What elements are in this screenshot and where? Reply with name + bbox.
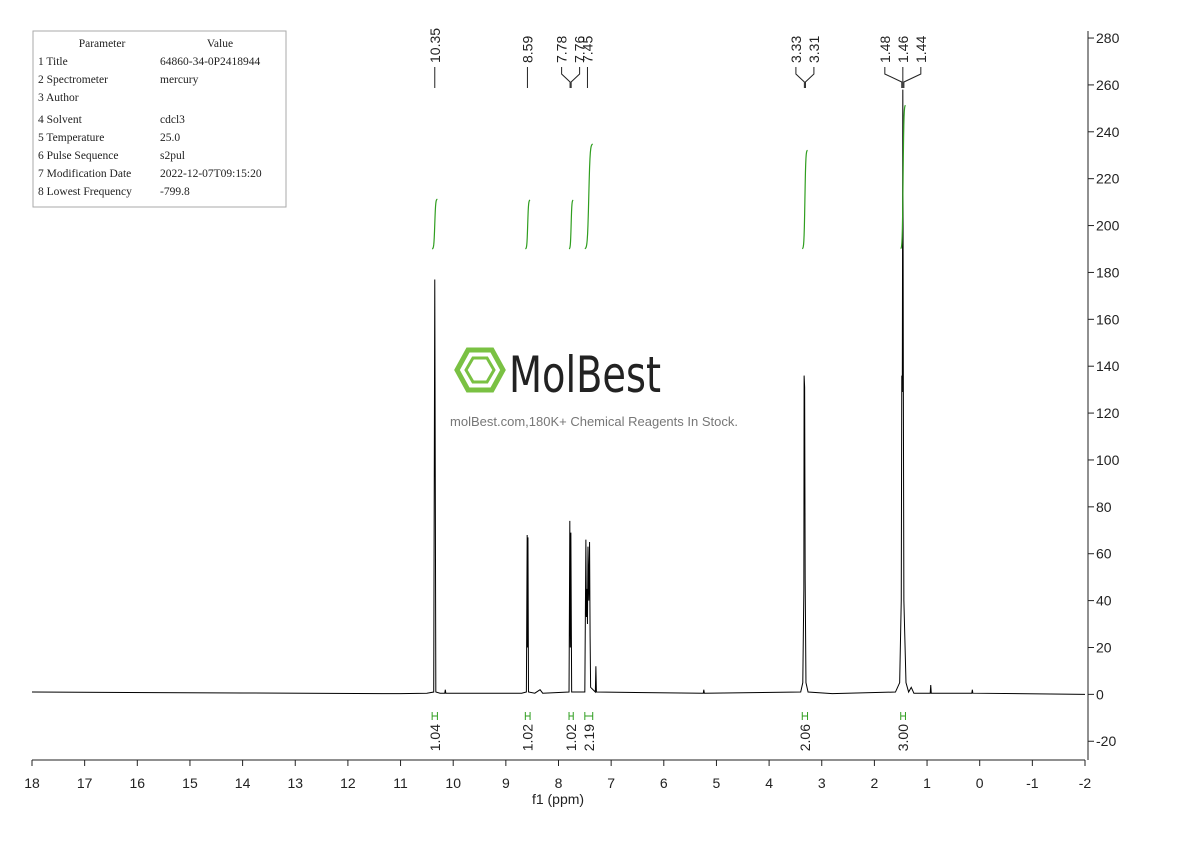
table-header: Value [207, 38, 233, 50]
y-tick-label: 280 [1096, 30, 1120, 46]
x-tick-label: 0 [976, 775, 984, 791]
table-cell: 4 Solvent [38, 114, 83, 126]
x-tick-label: 9 [502, 775, 510, 791]
integral-curve [568, 199, 574, 250]
x-tick-label: 11 [393, 775, 408, 791]
peak-connector [903, 67, 922, 88]
x-tick-label: 3 [818, 775, 826, 791]
integral-curve [801, 149, 808, 250]
parameter-box [32, 30, 287, 208]
x-tick-label: 7 [607, 775, 615, 791]
tagline: molBest.com,180K+ Chemical Reagents In S… [450, 414, 738, 429]
peak-connector [570, 67, 581, 88]
x-tick-label: 16 [130, 775, 146, 791]
table-cell: 25.0 [160, 132, 180, 144]
x-tick-label: 8 [555, 775, 563, 791]
integral-label: 2.19 [581, 724, 597, 751]
peak-connector [795, 67, 805, 88]
table-cell: mercury [160, 74, 199, 86]
table-rows: 1 Title 64860-34-0P2418944 2 Spectrometer m… [38, 56, 262, 198]
y-tick-label: 100 [1096, 452, 1120, 468]
x-tick-label: 12 [340, 775, 356, 791]
integral-label: 3.00 [895, 724, 911, 751]
watermark: MolBest molBest.com,180K+ Chemical Reage… [450, 346, 738, 429]
y-tick-label: -20 [1096, 733, 1116, 749]
y-tick-label: 120 [1096, 405, 1120, 421]
peak-label: 10.35 [427, 28, 443, 63]
peak-label: 1.48 [877, 36, 893, 63]
x-tick-label: 10 [445, 775, 461, 791]
logo-hexagon [454, 347, 506, 393]
y-tick-label: 80 [1096, 499, 1112, 515]
table-cell: 8 Lowest Frequency [38, 186, 132, 198]
x-tick-label: 6 [660, 775, 668, 791]
integral-bracket [524, 712, 531, 720]
y-tick-label: 40 [1096, 593, 1112, 609]
peak-label: 3.31 [806, 36, 822, 63]
x-tick-label: 2 [871, 775, 879, 791]
table-cell: 2022-12-07T09:15:20 [160, 168, 262, 180]
logo-text: MolBest [509, 346, 661, 404]
table-cell: cdcl3 [160, 114, 185, 126]
logo-ring [464, 356, 496, 384]
integral-label: 1.02 [563, 724, 579, 751]
x-tick-label: 13 [287, 775, 303, 791]
x-tick-label: -1 [1026, 775, 1039, 791]
x-tick-label: 14 [235, 775, 251, 791]
peak-label: 8.59 [519, 36, 535, 63]
integral-bracket [431, 712, 438, 720]
integral-bracket [568, 712, 574, 720]
table-header: Parameter [79, 38, 126, 50]
integral-curve [584, 143, 594, 250]
peak-label: 7.76 [572, 36, 588, 63]
x-tick-label: 15 [182, 775, 198, 791]
table-cell: s2pul [160, 150, 185, 162]
y-tick-label: 200 [1096, 218, 1120, 234]
peak-connector [804, 67, 815, 88]
peak-connector [561, 67, 571, 88]
y-tick-label: 20 [1096, 639, 1112, 655]
x-tick-label: 1 [923, 775, 931, 791]
x-axis-label: f1 (ppm) [532, 791, 584, 807]
peak-label: 1.46 [895, 36, 911, 63]
y-tick-label: 0 [1096, 686, 1104, 702]
x-tick-label: 18 [24, 775, 40, 791]
table-cell: 64860-34-0P2418944 [160, 56, 261, 68]
x-tick-label: 5 [713, 775, 721, 791]
table-cell: 5 Temperature [38, 132, 104, 144]
y-tick-label: 260 [1096, 77, 1120, 93]
integral-curve [900, 104, 906, 250]
peak-label: 1.44 [913, 36, 929, 63]
table-cell: -799.8 [160, 186, 190, 198]
table-cell: 1 Title [38, 56, 68, 68]
x-tick-label: 17 [77, 775, 93, 791]
integral-curve [525, 199, 531, 250]
x-tick-label: -2 [1079, 775, 1092, 791]
integral-label: 1.04 [427, 724, 443, 751]
peak-label: 7.78 [554, 36, 570, 63]
table-cell: 7 Modification Date [38, 168, 131, 180]
peak-label: 3.33 [788, 36, 804, 63]
integral-label: 2.06 [797, 724, 813, 751]
x-tick-label: 4 [765, 775, 773, 791]
peak-label: 7.45 [579, 36, 595, 63]
integral-bracket [801, 712, 809, 720]
y-tick-label: 140 [1096, 358, 1120, 374]
table-cell: 6 Pulse Sequence [38, 150, 118, 162]
y-tick-label: 240 [1096, 124, 1120, 140]
y-tick-label: 60 [1096, 546, 1112, 562]
y-tick-label: 160 [1096, 311, 1120, 327]
table-cell: 2 Spectrometer [38, 74, 108, 86]
y-tick-label: 180 [1096, 264, 1120, 280]
integral-bracket [584, 712, 594, 720]
y-tick-label: 220 [1096, 171, 1120, 187]
table-cell: 3 Author [38, 92, 79, 104]
integral-curve [431, 198, 438, 250]
integral-bracket [900, 712, 906, 720]
integral-label: 1.02 [520, 724, 536, 751]
peak-connector [884, 67, 903, 88]
spectrum-line [31, 89, 1086, 695]
